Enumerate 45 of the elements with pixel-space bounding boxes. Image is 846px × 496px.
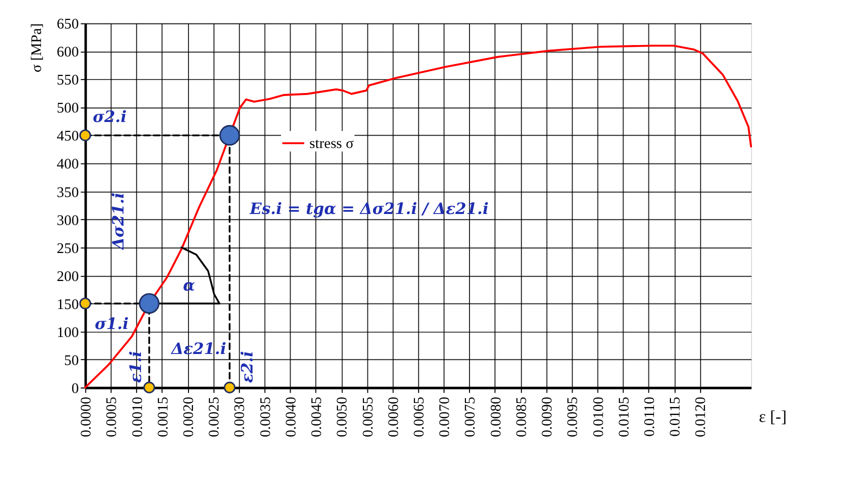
annotation: ε1.i xyxy=(126,350,145,383)
x-tick-label: 0.0070 xyxy=(437,396,454,438)
annotation: Δσ21.i xyxy=(108,192,128,250)
y-tick-label: 50 xyxy=(64,352,79,369)
y-tick-label: 650 xyxy=(56,16,79,33)
x-tick-label: 0.0015 xyxy=(155,396,172,438)
x-axis-title: ε [-] xyxy=(758,406,787,426)
x-tick-label: 0.0060 xyxy=(386,396,402,438)
legend-label: stress σ xyxy=(309,136,354,152)
x-tick-label: 0.0065 xyxy=(411,396,428,438)
y-tick-label: 100 xyxy=(56,324,79,341)
y-tick-label: 300 xyxy=(56,212,79,229)
x-tick-label: 0.0000 xyxy=(78,396,95,438)
x-tick-label: 0.0120 xyxy=(693,396,710,438)
x-tick-label: 0.0010 xyxy=(130,396,146,438)
x-tick-label: 0.0075 xyxy=(462,396,479,438)
x-tick-label: 0.0110 xyxy=(642,396,658,437)
y-tick-label: 200 xyxy=(56,268,79,285)
y-tick-label: 550 xyxy=(56,72,79,89)
x-tick-label: 0.0080 xyxy=(488,396,504,438)
y-tick-label: 150 xyxy=(56,296,79,313)
x-tick-label: 0.0045 xyxy=(309,396,326,438)
x-tick-label: 0.0105 xyxy=(616,396,632,438)
x-tick-label: 0.0050 xyxy=(334,396,351,438)
y-axis-title: σ [MPa] xyxy=(29,23,46,72)
y-tick-label: 250 xyxy=(56,240,79,257)
y-tick-label: 450 xyxy=(56,128,79,145)
y-tick-label: 500 xyxy=(56,100,79,117)
x-tick-label: 0.0090 xyxy=(540,396,556,438)
y-tick-label: 0 xyxy=(71,380,79,397)
y-tick-label: 400 xyxy=(56,156,79,173)
y-tick-label: 600 xyxy=(56,44,79,61)
x-tick-label: 0.0040 xyxy=(283,396,300,438)
x-tick-label: 0.0085 xyxy=(514,396,530,438)
y-tick-label: 350 xyxy=(56,184,79,201)
x-tick-label: 0.0025 xyxy=(206,396,223,438)
x-tick-label: 0.0100 xyxy=(590,396,607,438)
x-tick-label: 0.0020 xyxy=(181,396,198,438)
x-tick-label: 0.0115 xyxy=(668,396,684,437)
x-tick-label: 0.0030 xyxy=(232,396,248,438)
x-tick-label: 0.0095 xyxy=(565,396,582,438)
x-tick-label: 0.0055 xyxy=(360,396,376,438)
annotation: ε2.i xyxy=(238,350,257,383)
x-tick-label: 0.0035 xyxy=(258,396,274,438)
x-tick-label: 0.0005 xyxy=(104,396,120,438)
